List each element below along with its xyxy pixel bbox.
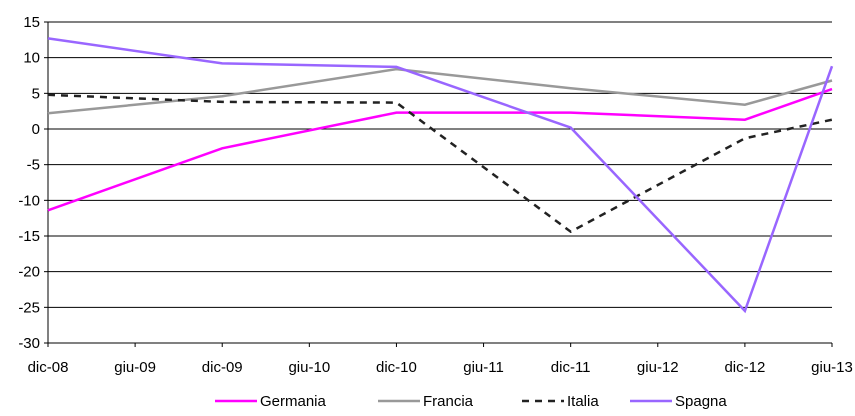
x-tick-label: dic-11 [551, 359, 591, 376]
x-tick-label: giu-12 [637, 359, 679, 376]
x-tick-label: dic-09 [202, 359, 243, 376]
x-tick-label: giu-09 [114, 359, 156, 376]
series-line-francia [47, 67, 833, 115]
legend: Germania Francia Italia Spagna [215, 393, 727, 410]
legend-label-spagna: Spagna [675, 393, 727, 410]
grid-lines [48, 21, 832, 344]
legend-label-italia: Italia [567, 393, 599, 410]
y-tick-label: -15 [18, 228, 40, 245]
legend-label-francia: Francia [423, 393, 474, 410]
x-tick-label: dic-08 [28, 359, 69, 376]
x-axis-tick-labels: dic-08 giu-09 dic-09 giu-10 dic-10 giu-11 dic-… [28, 359, 853, 376]
y-tick-label: -25 [18, 299, 40, 316]
x-tick-label: dic-12 [724, 359, 765, 376]
y-tick-label: -5 [27, 157, 40, 174]
series-line-spagna [47, 37, 834, 314]
x-tick-label: giu-11 [463, 359, 504, 376]
y-tick-label: -10 [18, 192, 40, 209]
series-line-germania [47, 87, 833, 212]
x-tick-label: giu-10 [288, 359, 330, 376]
axes [44, 21, 833, 347]
y-tick-label: 0 [32, 121, 40, 138]
x-tick-label: dic-10 [376, 359, 417, 376]
y-tick-label: -20 [18, 264, 40, 281]
series-lines [47, 37, 834, 314]
series-line-italia [47, 93, 833, 234]
y-tick-label: 10 [23, 50, 40, 67]
y-axis-tick-labels: 15 10 5 0 -5 -10 -15 -20 -25 -30 [18, 14, 40, 352]
legend-label-germania: Germania [260, 393, 327, 410]
y-tick-label: 5 [32, 85, 40, 102]
y-tick-label: -30 [18, 335, 40, 352]
y-tick-label: 15 [23, 14, 40, 31]
x-tick-label: giu-13 [811, 359, 853, 376]
